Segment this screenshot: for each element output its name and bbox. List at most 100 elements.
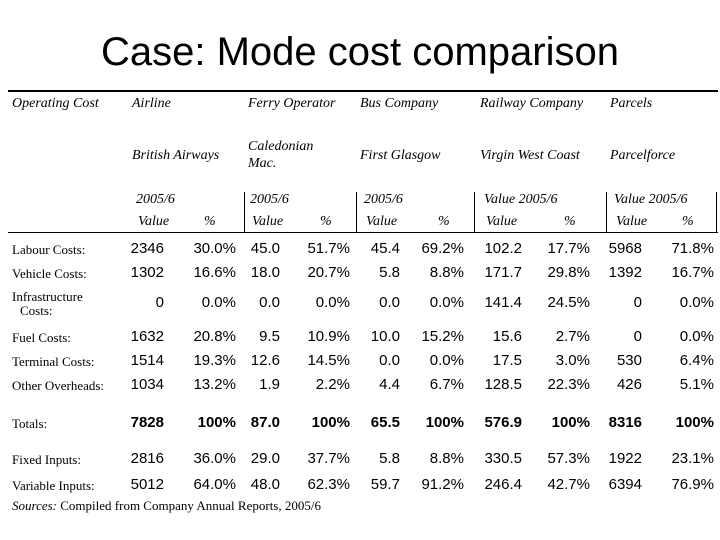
percent-cell: 3.0% [555, 352, 590, 369]
value-cell: 59.7 [370, 476, 400, 493]
header-operator: Caledonian Mac. [248, 138, 324, 172]
header-value: Value [366, 214, 398, 229]
header-value: Value [138, 214, 170, 229]
percent-cell: 24.5% [547, 294, 590, 311]
source-prefix: Sources: [12, 498, 58, 513]
header-period: 2005/6 [136, 192, 175, 207]
header-pct: % [438, 214, 450, 229]
percent-cell: 22.3% [547, 376, 590, 393]
percent-cell: 20.7% [307, 264, 350, 281]
header-operator: Virgin West Coast [480, 148, 580, 163]
period-divider [244, 192, 245, 232]
percent-cell: 16.6% [193, 264, 236, 281]
totals-label: Totals: [12, 416, 48, 431]
percent-cell: 13.2% [193, 376, 236, 393]
value-cell: 0 [633, 328, 642, 345]
row-label: Infrastructure Costs: [12, 290, 83, 318]
period-divider [474, 192, 475, 232]
value-cell: 530 [616, 352, 642, 369]
slide-title: Case: Mode cost comparison [100, 30, 619, 74]
percent-cell: 76.9% [671, 476, 714, 493]
period-divider [716, 192, 717, 232]
percent-cell: 100% [197, 414, 236, 431]
header-value: Value [616, 214, 648, 229]
percent-cell: 37.7% [307, 450, 350, 467]
row-label: Fuel Costs: [12, 330, 71, 345]
value-cell: 1302 [130, 264, 164, 281]
value-cell: 2816 [130, 450, 164, 467]
header-operating-cost: Operating Cost [12, 96, 99, 111]
percent-cell: 51.7% [307, 240, 350, 257]
header-period: Value 2005/6 [484, 192, 558, 207]
header-mode: Airline [132, 96, 171, 111]
value-cell: 576.9 [484, 414, 522, 431]
value-cell: 8316 [608, 414, 642, 431]
percent-cell: 57.3% [547, 450, 590, 467]
percent-cell: 0.0% [679, 294, 714, 311]
value-cell: 1034 [130, 376, 164, 393]
value-cell: 426 [616, 376, 642, 393]
value-cell: 0 [633, 294, 642, 311]
percent-cell: 69.2% [421, 240, 464, 257]
value-cell: 45.4 [370, 240, 400, 257]
percent-cell: 64.0% [193, 476, 236, 493]
percent-cell: 6.4% [679, 352, 714, 369]
percent-cell: 15.2% [421, 328, 464, 345]
value-cell: 1514 [130, 352, 164, 369]
value-cell: 9.5 [259, 328, 280, 345]
header-operator: British Airways [132, 148, 220, 163]
row-label: Fixed Inputs: [12, 452, 81, 467]
percent-cell: 5.1% [679, 376, 714, 393]
value-cell: 1922 [608, 450, 642, 467]
value-cell: 48.0 [250, 476, 280, 493]
header-bottom-rule [8, 232, 718, 233]
header-mode: Bus Company [360, 96, 439, 111]
value-cell: 0.0 [379, 294, 400, 311]
row-label: Other Overheads: [12, 378, 105, 393]
value-cell: 18.0 [250, 264, 280, 281]
value-cell: 1.9 [259, 376, 280, 393]
header-pct: % [682, 214, 694, 229]
percent-cell: 2.2% [315, 376, 350, 393]
percent-cell: 8.8% [429, 264, 464, 281]
period-divider [606, 192, 607, 232]
row-label-line: Costs: [20, 303, 53, 318]
value-cell: 1392 [608, 264, 642, 281]
percent-cell: 0.0% [679, 328, 714, 345]
header-pct: % [320, 214, 332, 229]
percent-cell: 71.8% [671, 240, 714, 257]
header-operator-text: Caledonian Mac. [248, 139, 314, 171]
table-top-rule [8, 90, 718, 92]
value-cell: 246.4 [484, 476, 522, 493]
header-pct: % [564, 214, 576, 229]
row-label: Vehicle Costs: [12, 266, 87, 281]
percent-cell: 100% [425, 414, 464, 431]
percent-cell: 0.0% [201, 294, 236, 311]
percent-cell: 0.0% [429, 294, 464, 311]
value-cell: 45.0 [250, 240, 280, 257]
percent-cell: 14.5% [307, 352, 350, 369]
value-cell: 330.5 [484, 450, 522, 467]
value-cell: 10.0 [370, 328, 400, 345]
percent-cell: 20.8% [193, 328, 236, 345]
percent-cell: 19.3% [193, 352, 236, 369]
percent-cell: 17.7% [547, 240, 590, 257]
value-cell: 0.0 [259, 294, 280, 311]
value-cell: 29.0 [250, 450, 280, 467]
value-cell: 0.0 [379, 352, 400, 369]
percent-cell: 42.7% [547, 476, 590, 493]
percent-cell: 0.0% [429, 352, 464, 369]
period-divider [356, 192, 357, 232]
header-operator: First Glasgow [360, 148, 441, 163]
value-cell: 141.4 [484, 294, 522, 311]
header-period: Value 2005/6 [614, 192, 688, 207]
value-cell: 7828 [130, 414, 164, 431]
header-mode: Ferry Operator [248, 96, 336, 111]
percent-cell: 100% [675, 414, 714, 431]
header-period: 2005/6 [364, 192, 403, 207]
value-cell: 171.7 [484, 264, 522, 281]
value-cell: 2346 [130, 240, 164, 257]
value-cell: 4.4 [379, 376, 400, 393]
cost-comparison-table: Operating Cost Airline Ferry Operator Bu… [8, 88, 718, 516]
value-cell: 15.6 [492, 328, 522, 345]
